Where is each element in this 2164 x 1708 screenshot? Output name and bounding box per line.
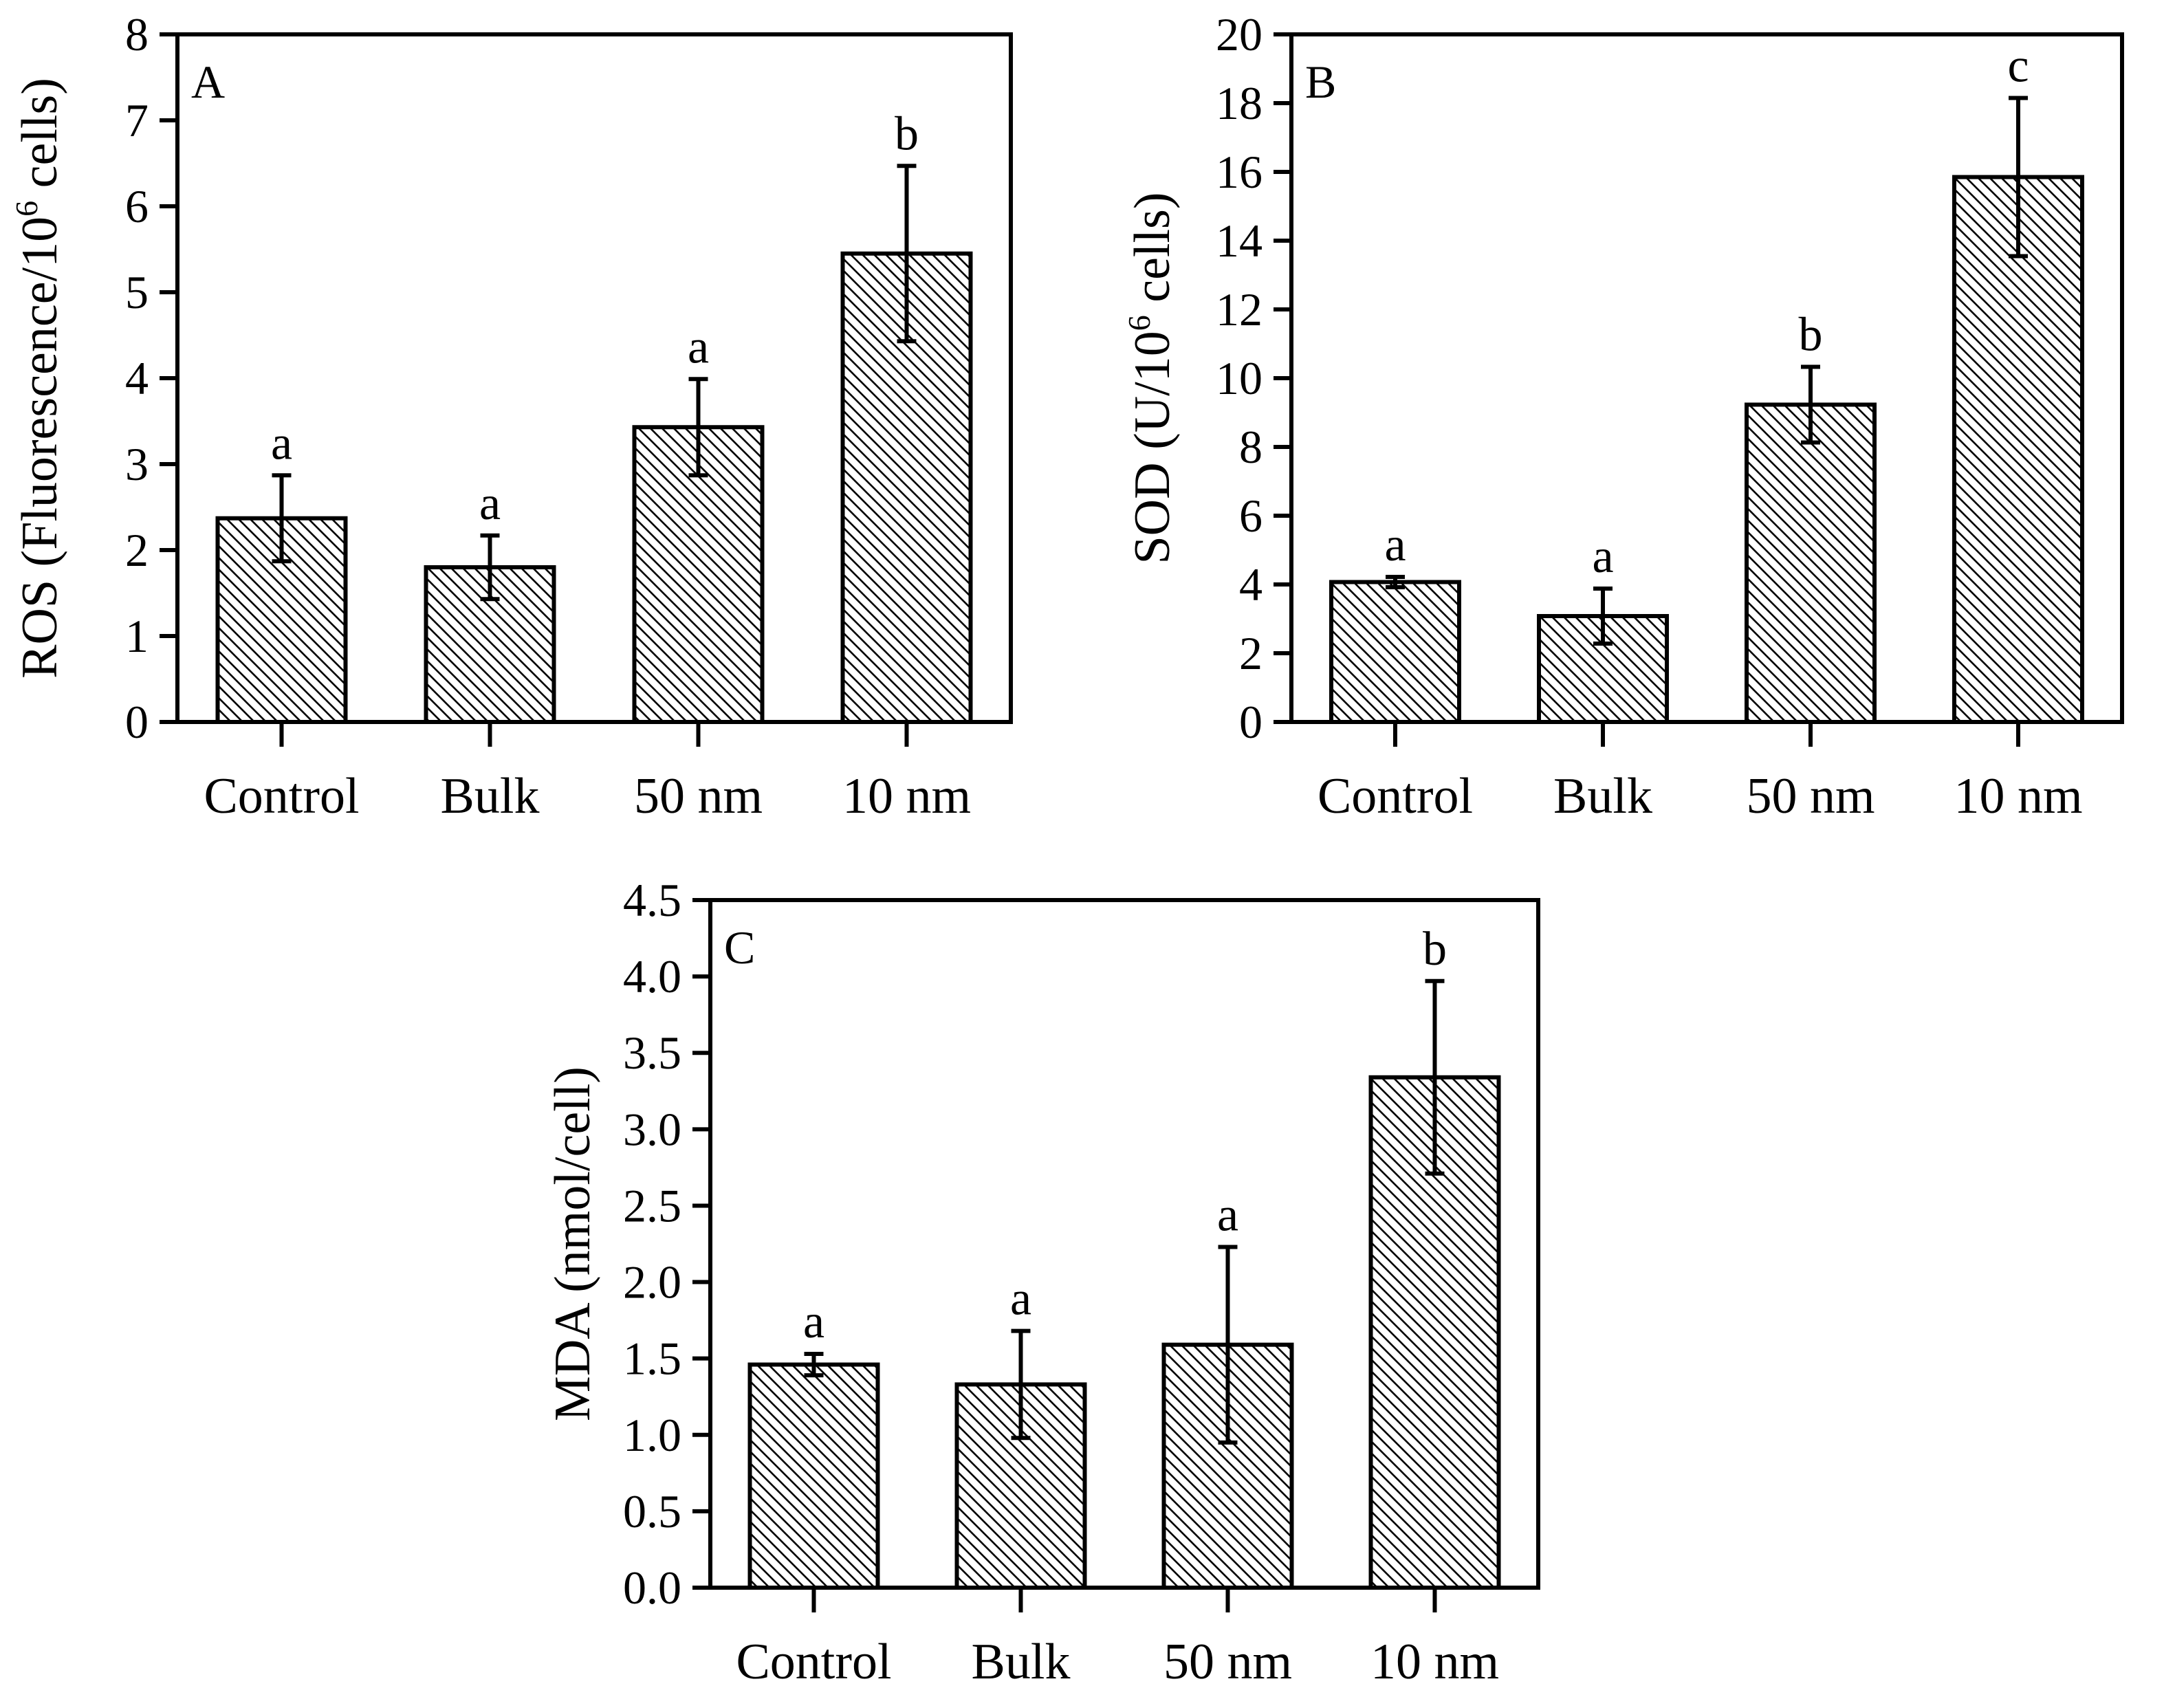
y-tick-label: 20 [1216,8,1263,61]
y-axis-title-tail: cells) [1124,193,1181,316]
y-tick-label: 10 [1216,352,1263,404]
significance-label: a [479,477,501,530]
panel-letter: B [1305,56,1336,108]
y-tick-label: 4.0 [623,950,681,1003]
plot-frame [175,32,1013,724]
y-tick-label: 1.5 [623,1333,681,1385]
y-tick-label: 3 [125,438,149,490]
x-tick-label: Bulk [441,768,540,824]
significance-label: a [1217,1188,1238,1241]
x-tick-label: 10 nm [842,768,971,824]
significance-label: a [1384,518,1406,571]
significance-label: b [1423,923,1447,976]
significance-label: b [895,107,919,160]
x-tick-label: 50 nm [1163,1634,1292,1690]
y-tick-label: 6 [125,180,149,232]
x-tick-label: Bulk [972,1634,1071,1690]
x-tick-label: Bulk [1553,768,1652,824]
significance-label: a [1592,530,1613,583]
significance-label: b [1799,309,1823,362]
y-tick-label: 3.0 [623,1103,681,1155]
x-tick-label: 10 nm [1954,768,2082,824]
y-tick-label: 14 [1216,215,1263,267]
x-tick-label: Control [1318,768,1473,824]
y-tick-label: 5 [125,266,149,318]
significance-label: a [803,1295,824,1348]
y-tick-label: 2 [125,524,149,576]
y-tick-label: 6 [1239,490,1263,542]
panel-b: a Control a Bulk b 50 nm c 10 nm 0 2 4 6 8 10 12 14 16 18… [1122,8,2124,824]
y-axis-title: SOD (U/106 cells) [1122,193,1181,565]
y-tick-label: 0 [1239,696,1263,748]
x-tick-label: 50 nm [634,768,763,824]
y-tick-label: 3.5 [623,1027,681,1079]
y-axis-title: ROS (Fluorescence/106 cells) [9,78,68,679]
panel-a: a Control a Bulk a 50 nm b 10 nm 0 1 2 3 4 5 6 7 8A ROS (… [9,8,1013,824]
x-tick-label: 10 nm [1370,1634,1499,1690]
y-tick-label: 8 [125,8,149,61]
significance-label: c [2007,40,2029,93]
y-axis-title-main: MDA (nmol/cell) [545,1066,601,1421]
bar-control [1329,580,1461,724]
y-tick-label: 1.0 [623,1409,681,1461]
y-tick-label: 0.5 [623,1485,681,1537]
bar-50-nm [1745,402,1877,724]
panel-letter: A [191,56,225,108]
y-axis-title-tail: cells) [12,78,68,201]
bar-10-nm [1952,175,2084,724]
y-tick-label: 2.5 [623,1179,681,1231]
y-axis-title-superscript: 6 [9,201,44,217]
significance-label: a [271,417,292,470]
y-axis-title-superscript: 6 [1122,315,1157,331]
y-tick-label: 1 [125,610,149,662]
y-tick-label: 2.0 [623,1256,681,1309]
x-tick-label: Control [736,1634,891,1690]
plot-frame [1289,32,2124,724]
y-axis-title-main: SOD (U/10 [1124,331,1181,564]
y-tick-label: 8 [1239,421,1263,473]
y-tick-label: 0.0 [623,1562,681,1614]
y-tick-label: 4.5 [623,874,681,926]
y-tick-label: 4 [125,352,149,404]
y-axis-title-main: ROS (Fluorescence/10 [12,217,68,679]
x-tick-label: 50 nm [1746,768,1875,824]
y-tick-label: 7 [125,94,149,146]
bar-control [747,1362,880,1590]
significance-label: a [688,320,709,373]
y-tick-label: 18 [1216,77,1263,129]
y-tick-label: 16 [1216,146,1263,198]
panel-letter: C [724,921,755,974]
plot-frame [708,898,1540,1590]
y-tick-label: 12 [1216,283,1263,336]
significance-label: a [1010,1273,1031,1326]
x-tick-label: Control [204,768,359,824]
y-tick-label: 4 [1239,558,1263,611]
y-tick-label: 2 [1239,627,1263,679]
y-tick-label: 0 [125,696,149,748]
panel-c: a Control a Bulk a 50 nm b 10 nm 0.0 0.5 1.0 1.5 2.0… [545,874,1540,1690]
y-axis-title: MDA (nmol/cell) [545,1066,601,1421]
